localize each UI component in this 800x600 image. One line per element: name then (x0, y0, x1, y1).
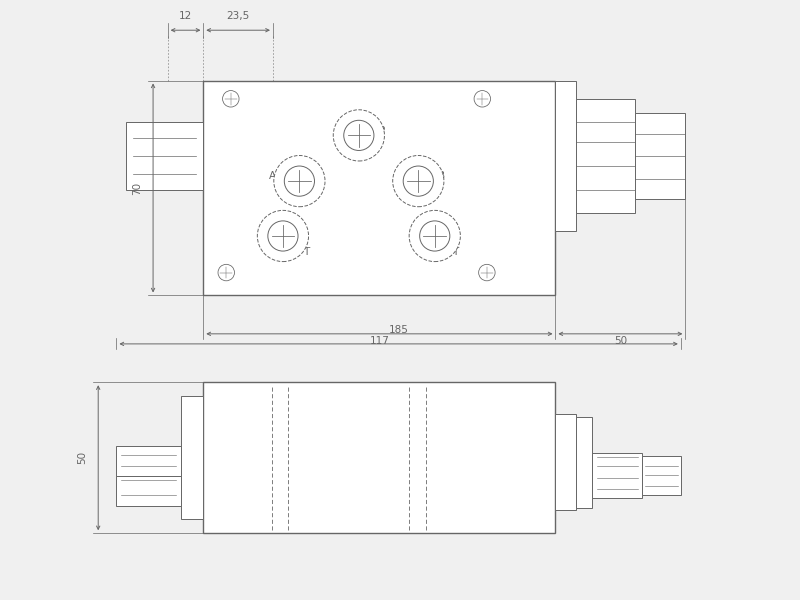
Text: 23,5: 23,5 (226, 11, 250, 21)
Circle shape (409, 211, 460, 262)
Circle shape (334, 110, 385, 161)
Circle shape (478, 265, 495, 281)
Circle shape (218, 265, 234, 281)
Bar (635, 113, 686, 199)
Bar (555, 415, 575, 511)
Text: T: T (452, 247, 458, 257)
Bar (575, 99, 635, 213)
Bar (117, 446, 181, 476)
Circle shape (403, 166, 434, 196)
Circle shape (344, 120, 374, 151)
Circle shape (222, 91, 239, 107)
Text: B: B (438, 170, 446, 181)
Bar (555, 80, 575, 232)
Circle shape (284, 166, 314, 196)
Circle shape (258, 211, 309, 262)
Bar (126, 122, 203, 190)
Text: 50: 50 (78, 451, 87, 464)
Circle shape (420, 221, 450, 251)
Text: A: A (270, 170, 277, 181)
Bar (181, 396, 203, 520)
Bar (642, 457, 681, 495)
Bar (575, 417, 592, 508)
Circle shape (393, 155, 444, 207)
Circle shape (274, 155, 325, 207)
Text: 70: 70 (132, 181, 142, 194)
Bar (203, 382, 555, 533)
Bar (592, 453, 642, 499)
Circle shape (268, 221, 298, 251)
Text: 50: 50 (614, 336, 627, 346)
Text: 12: 12 (179, 11, 192, 21)
Bar (117, 476, 181, 506)
Text: T: T (303, 247, 310, 257)
Circle shape (474, 91, 490, 107)
Text: P: P (379, 126, 386, 136)
Bar (203, 80, 555, 295)
Text: 117: 117 (370, 336, 390, 346)
Text: 185: 185 (389, 325, 409, 335)
